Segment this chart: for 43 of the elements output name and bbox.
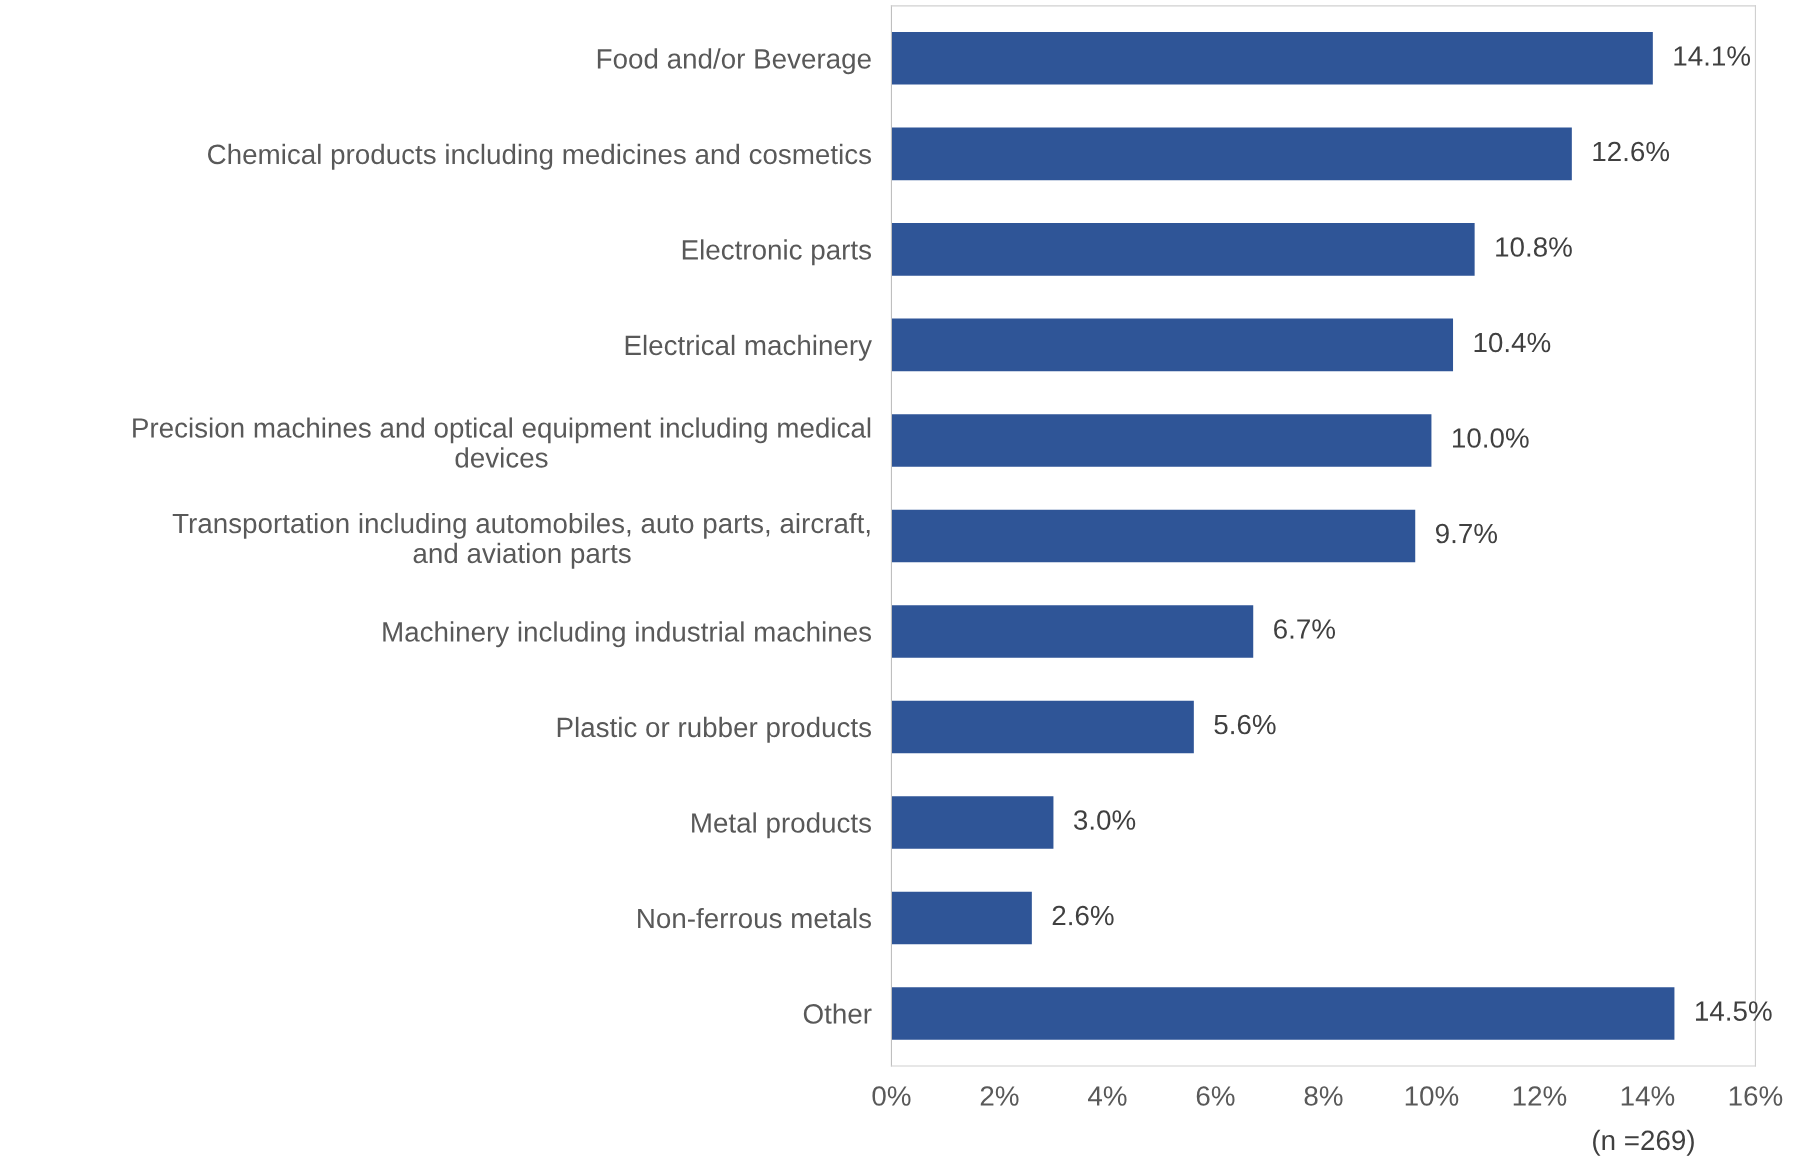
data-label: 10.0% bbox=[1453, 428, 1529, 448]
data-label: 9.7% bbox=[1435, 523, 1498, 544]
bar bbox=[891, 32, 1653, 85]
data-label: 14.5% bbox=[1696, 1001, 1772, 1021]
x-tick-label: 0% bbox=[872, 1086, 911, 1106]
x-tick-label: 4% bbox=[1088, 1086, 1127, 1106]
text: (n =269) bbox=[1593, 1129, 1694, 1156]
data-label: 14.1% bbox=[1674, 46, 1751, 66]
y-tick-label: Electrical machinery bbox=[625, 334, 872, 361]
data-label: 3.0% bbox=[1073, 810, 1136, 830]
x-tick-label: 16% bbox=[1729, 1086, 1783, 1106]
y-tick-label: Machinery including industrial machines bbox=[383, 621, 872, 648]
y-tick-label: Transportation including automobiles, auto parts, aircraft, and aviation parts bbox=[172, 512, 870, 569]
y-tick-label: Food and/or Beverage bbox=[597, 48, 871, 75]
data-label: 10.8% bbox=[1496, 237, 1572, 257]
bar bbox=[891, 605, 1254, 658]
x-tick-label: 12% bbox=[1513, 1086, 1567, 1106]
bar bbox=[891, 509, 1416, 563]
x-tick-label: 2% bbox=[980, 1086, 1019, 1106]
bar bbox=[891, 318, 1454, 372]
x-tick-label: 8% bbox=[1304, 1086, 1343, 1106]
x-tick-label: 10% bbox=[1405, 1086, 1459, 1106]
y-tick-label: Electronic parts bbox=[682, 239, 871, 266]
data-label: 10.4% bbox=[1474, 332, 1551, 353]
bar bbox=[891, 414, 1432, 467]
data-label: 5.6% bbox=[1214, 714, 1276, 735]
bar bbox=[891, 891, 1032, 945]
data-label: 12.6% bbox=[1593, 141, 1670, 162]
y-tick-label: Other bbox=[803, 1003, 872, 1024]
bar bbox=[891, 127, 1572, 181]
y-tick-label: Precision machines and optical equipment including medical devices bbox=[133, 417, 871, 468]
bar bbox=[891, 223, 1475, 276]
bar bbox=[891, 700, 1194, 754]
data-label: 6.7% bbox=[1274, 619, 1336, 639]
y-tick-label: Metal products bbox=[692, 812, 872, 839]
y-tick-label: Chemical products including medicines and cosmetics bbox=[208, 143, 872, 170]
x-tick-label: 6% bbox=[1196, 1086, 1235, 1106]
bar bbox=[891, 796, 1054, 849]
y-tick-label: Plastic or rubber products bbox=[557, 716, 872, 743]
y-tick-label: Non-ferrous metals bbox=[638, 907, 872, 929]
data-label: 2.6% bbox=[1052, 905, 1114, 926]
bar bbox=[891, 987, 1675, 1040]
x-tick-label: 14% bbox=[1621, 1086, 1675, 1106]
